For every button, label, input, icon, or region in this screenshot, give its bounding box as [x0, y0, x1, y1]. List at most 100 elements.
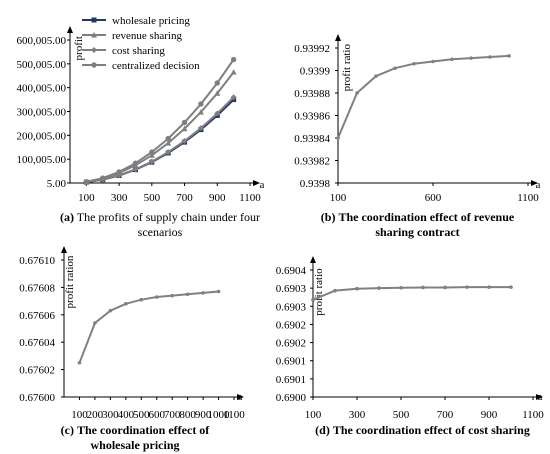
chart-c-point: [201, 291, 205, 295]
chart-c-point: [216, 289, 221, 294]
caption-b: (b) The coordination effect of revenue s…: [310, 210, 525, 240]
chart-a-point: [198, 101, 204, 107]
chart-a-point: [214, 90, 221, 96]
caption-d-text: The coordination effect of cost sharing: [332, 423, 530, 437]
chart-c-y-tick-label: 0.67604: [19, 337, 55, 349]
chart-d-point: [399, 285, 403, 290]
chart-a-point: [148, 152, 155, 158]
chart-c-y-tick-label: 0.67610: [19, 255, 55, 267]
chart-a-y-tick-label: 500,005.00: [17, 59, 67, 71]
chart-a-point: [132, 160, 139, 166]
chart-c-y-tick-label: 0.67606: [19, 310, 55, 322]
chart-d-x-tick-label: 1100: [522, 409, 544, 421]
chart-c-y-tick-label: 0.67600: [19, 392, 55, 404]
caption-d-label: (d): [315, 423, 330, 437]
chart-a-series-line-1: [86, 98, 235, 184]
chart-a-legend-label: revenue sharing: [112, 30, 182, 42]
chart-a-legend-marker: [91, 62, 97, 68]
chart-d-y-arrow: [310, 256, 316, 263]
chart-a-point: [214, 80, 220, 86]
chart-d-y-tick-label: 0.6901: [276, 356, 306, 368]
caption-a-text: The profits of supply chain under four s…: [76, 210, 261, 239]
chart-c-x-tick-label: 200: [87, 409, 104, 421]
chart-c-point: [185, 292, 190, 297]
chart-a-point: [149, 149, 155, 155]
chart-b-y-tick-label: 0.93988: [294, 88, 330, 100]
chart-d-y-label: profit ratio: [313, 268, 325, 316]
chart-d-x-tick-label: 900: [481, 409, 498, 421]
chart-d-point: [311, 298, 315, 302]
chart-a-legend-marker: [91, 32, 97, 38]
chart-a-legend-marker: [91, 17, 97, 23]
caption-a: (a) The profits of supply chain under fo…: [40, 210, 280, 240]
chart-a-y-label: profit: [73, 36, 85, 60]
chart-b-x-arrow: [531, 180, 538, 186]
chart-b-point: [355, 91, 359, 95]
chart-a-y-tick-label: 5.00: [47, 178, 67, 190]
chart-a-legend-label: centralized decision: [112, 60, 200, 72]
chart-b-y-tick-label: 0.93992: [294, 43, 330, 55]
caption-c: (c) The coordination effect of wholesale…: [50, 423, 220, 453]
chart-d-x-tick-label: 100: [305, 409, 322, 421]
chart-b-x-label: a: [536, 179, 541, 191]
chart-b-point: [393, 66, 397, 71]
chart-c-series-line-1: [78, 290, 219, 364]
chart-b-x-tick-label: 600: [425, 192, 442, 204]
chart-a-y-tick-label: 300,005.00: [17, 107, 67, 119]
chart-b-point: [374, 74, 378, 78]
chart-b-y-tick-label: 0.93984: [294, 133, 330, 145]
chart-d-y-tick-label: 0.6902: [276, 338, 306, 350]
chart-d-y-tick-label: 0.6903: [276, 283, 307, 295]
chart-c-x-tick-label: 900: [195, 409, 212, 421]
chart-c-y-arrow: [61, 246, 67, 253]
chart-a-series-line-2: [86, 71, 235, 183]
chart-c-x-arrow: [237, 394, 244, 400]
chart-c-y-tick-label: 0.67602: [19, 365, 55, 377]
chart-c-point: [108, 308, 113, 313]
chart-a-point: [181, 119, 188, 126]
chart-a-x-tick-label: 1100: [239, 192, 261, 204]
chart-d-point: [333, 288, 337, 293]
chart-c-point: [93, 321, 97, 325]
chart-c-point: [170, 293, 174, 298]
chart-b-point: [431, 59, 435, 64]
chart-c-x-tick-label: 1000: [208, 409, 231, 421]
chart-a-point: [83, 179, 90, 185]
chart-a-point: [181, 125, 188, 132]
caption-c-text: The coordination effect of wholesale pri…: [77, 423, 210, 452]
chart-a-point: [165, 140, 172, 146]
chart-c-x-tick-label: 100: [71, 409, 88, 421]
chart-a-y-tick-label: 600,005.00: [17, 35, 67, 47]
chart-a-point: [132, 166, 139, 173]
chart-d-point: [355, 286, 359, 291]
chart-a-point: [116, 169, 122, 175]
chart-d-x-label: a: [538, 391, 543, 403]
chart-c-y-label: profit ration: [64, 255, 76, 308]
chart-a-legend-marker: [91, 47, 97, 53]
chart-a-y-tick-label: 200,005.00: [17, 130, 67, 142]
caption-a-label: (a): [59, 210, 74, 224]
chart-a-point: [165, 149, 172, 156]
chart-c-x-label: a: [238, 391, 243, 403]
chart-d-x-tick-label: 500: [393, 409, 410, 421]
chart-d-y-tick-label: 0.6904: [276, 265, 307, 277]
chart-a-x-tick-label: 100: [78, 192, 95, 204]
chart-a-x-tick-label: 500: [144, 192, 161, 204]
chart-a-x-tick-label: 300: [111, 192, 128, 204]
chart-a-series-line-3: [86, 96, 235, 184]
chart-b-y-label: profit ratio: [341, 44, 353, 92]
chart-a-point: [230, 56, 237, 63]
chart-d-x-tick-label: 300: [349, 409, 366, 421]
chart-d-y-tick-label: 0.6903: [276, 301, 307, 313]
caption-d: (d) The coordination effect of cost shar…: [295, 423, 550, 438]
chart-c-x-tick-label: 800: [179, 409, 196, 421]
chart-c-x-tick-label: 600: [148, 409, 165, 421]
chart-a-y-tick-label: 400,005.00: [17, 83, 67, 95]
chart-a-point: [230, 94, 237, 101]
chart-c-y-tick-label: 0.67608: [19, 282, 55, 294]
chart-b-x-tick-label: 1100: [517, 192, 539, 204]
chart-a-x-arrow: [253, 180, 260, 186]
chart-d-y-tick-label: 0.6902: [276, 319, 306, 331]
chart-b-y-tick-label: 0.93986: [294, 111, 330, 123]
chart-d-point: [509, 285, 513, 289]
